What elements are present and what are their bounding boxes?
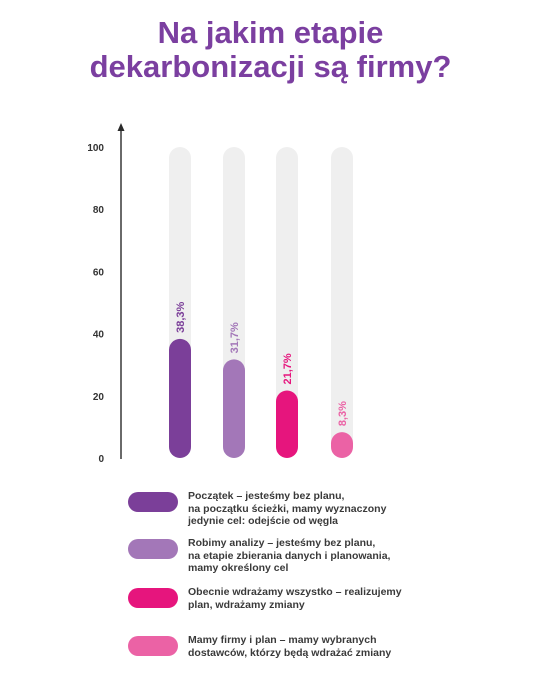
- bar: [223, 359, 245, 458]
- y-tick-label: 40: [93, 330, 105, 341]
- y-tick-label: 80: [93, 205, 105, 216]
- bar-value-label: 38,3%: [175, 301, 187, 332]
- y-tick-label: 0: [98, 454, 104, 465]
- bar-track: [331, 147, 353, 458]
- value-labels: 38,3% 31,7% 21,7% 8,3%: [175, 301, 349, 426]
- bar-value-label: 31,7%: [229, 322, 241, 353]
- y-axis-arrow-icon: [117, 123, 125, 131]
- chart-title-line-2: dekarbonizacji są firmy?: [89, 49, 452, 84]
- bar: [169, 338, 191, 458]
- bar: [276, 390, 298, 458]
- bar: [331, 432, 353, 458]
- bar-value-label: 8,3%: [337, 401, 349, 426]
- bar-track: [276, 147, 298, 458]
- y-axis: [117, 123, 125, 459]
- bars: [169, 338, 353, 458]
- y-tick-label: 100: [87, 143, 104, 154]
- chart-title-line-1: Na jakim etapie: [157, 15, 384, 50]
- bar-tracks: [169, 147, 353, 458]
- y-tick-label: 20: [93, 392, 105, 403]
- chart-title: Na jakim etapie dekarbonizacji są firmy?: [0, 16, 541, 84]
- y-tick-label: 60: [93, 267, 105, 278]
- y-axis-ticks: 0 20 40 60 80 100: [87, 143, 104, 465]
- bar-value-label: 21,7%: [282, 353, 294, 384]
